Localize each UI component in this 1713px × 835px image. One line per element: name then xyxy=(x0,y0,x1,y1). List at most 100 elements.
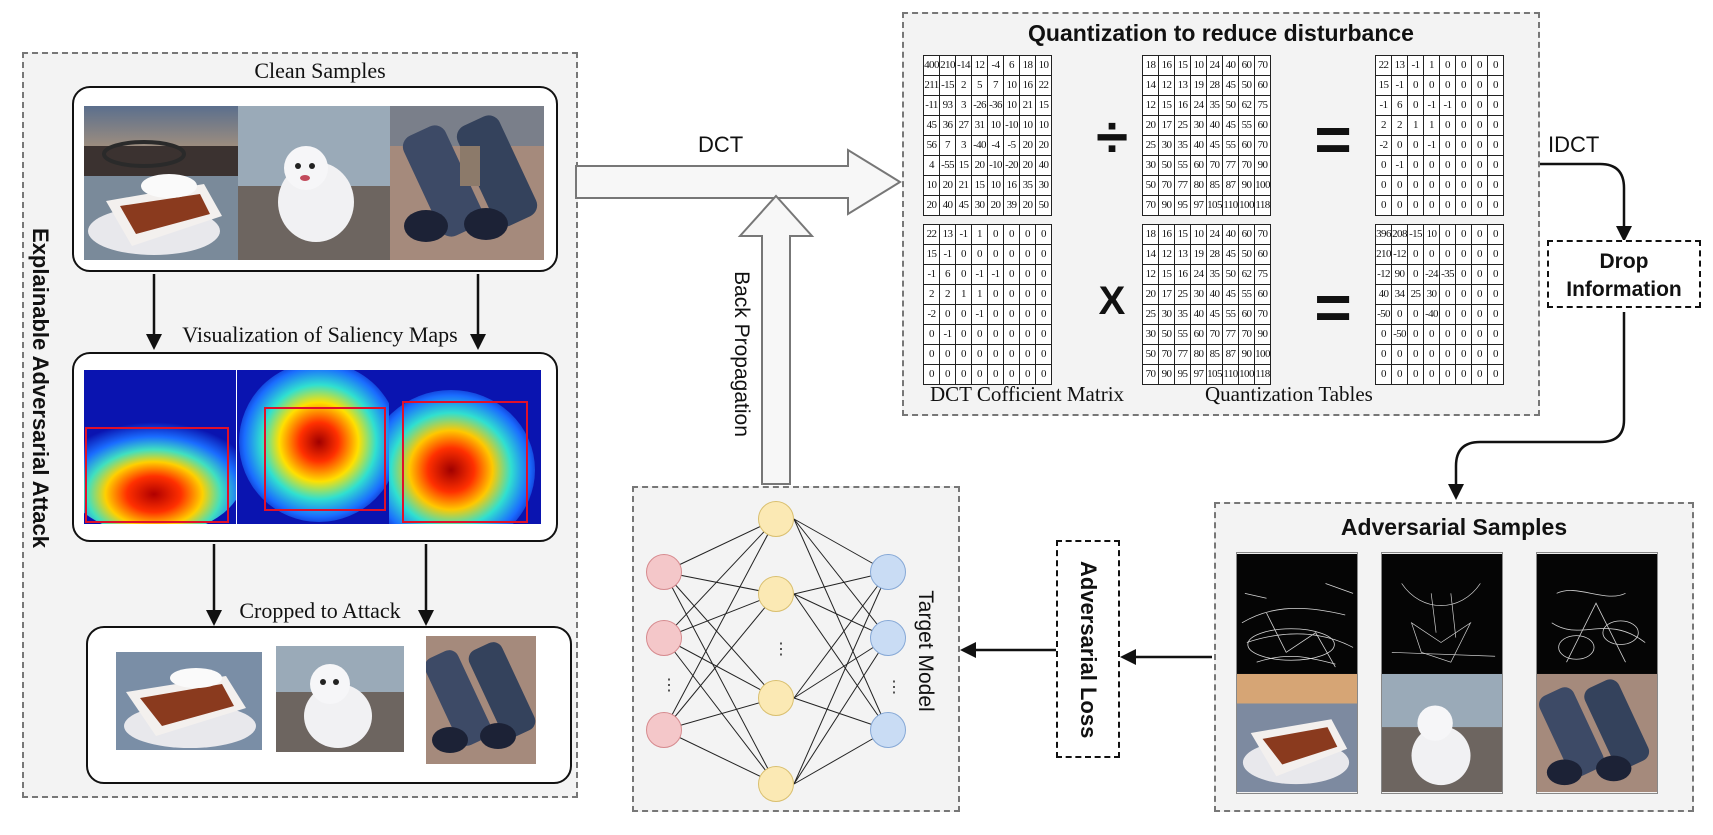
matrix-row: -50 0 0 -40 0 0 0 0 xyxy=(1375,304,1504,325)
input-node-2 xyxy=(646,620,682,656)
matrix-cell: 90 xyxy=(1158,195,1175,216)
idct-label: IDCT xyxy=(1548,132,1600,157)
svg-text:⋮: ⋮ xyxy=(661,677,677,694)
hidden-node-1 xyxy=(758,501,794,537)
drop-information-box: Drop Information xyxy=(1547,240,1701,308)
matrix-cell: -24 xyxy=(1423,264,1440,285)
cropped-image-dog xyxy=(276,646,404,752)
svg-text:⋮: ⋮ xyxy=(886,679,902,696)
matrix-row: 10 20 21 15 10 16 35 30 xyxy=(923,175,1052,196)
matrix-row: -12 90 0 -24 -35 0 0 0 xyxy=(1375,264,1504,285)
matrix-row: 70 90 95 97 105 110 100 118 xyxy=(1142,195,1271,216)
matrix-cell: 0 xyxy=(1487,364,1504,385)
hidden-node-3 xyxy=(758,680,794,716)
matrix-cell: 100 xyxy=(1238,195,1255,216)
multiply-symbol: X xyxy=(1098,279,1126,323)
quantization-table-bottom: 18 16 15 10 24 40 60 70 14 12 13 19 28 45 50 60 12 15 16 24… xyxy=(1142,224,1271,385)
hidden-node-4 xyxy=(758,766,794,802)
matrix-cell: 70 xyxy=(1142,195,1159,216)
matrix-row: 30 50 55 60 70 77 70 90 xyxy=(1142,155,1271,176)
dct-coefficient-matrix: 400 210 -14 12 -4 6 18 10 211 -15 2 5 7 10 16 22 -11 93 3-… xyxy=(923,55,1052,216)
matrix-cell: 105 xyxy=(1206,195,1223,216)
matrix-row: 4 -55 15 20 -10 -20 20 40 xyxy=(923,155,1052,176)
matrix-cell: 0 xyxy=(1035,364,1052,385)
quantization-table-top: 18 16 15 10 24 40 60 70 14 12 13 19 28 45 50 60 12 15 16 24… xyxy=(1142,55,1271,216)
matrix-cell: 105 xyxy=(1206,364,1223,385)
input-node-1 xyxy=(646,554,682,590)
matrix-row: 20 17 25 30 40 45 55 60 xyxy=(1142,284,1271,305)
matrix-row: 210 -12 0 0 0 0 0 0 xyxy=(1375,244,1504,265)
clean-image-binoculars xyxy=(390,106,544,260)
matrix-cell: 0 xyxy=(1487,284,1504,305)
matrix-cell: 15 xyxy=(1035,95,1052,116)
adversarial-image-dog xyxy=(1381,552,1503,794)
matrix-row: 50 70 77 80 85 87 90 100 xyxy=(1142,175,1271,196)
adversarial-loss-box xyxy=(1056,540,1120,758)
output-node-2 xyxy=(870,620,906,656)
matrix-row: 18 16 15 10 24 40 60 70 xyxy=(1142,224,1271,245)
dct-matrix-caption: DCT Cofficient Matrix xyxy=(930,382,1125,406)
cropped-image-cake xyxy=(116,652,262,750)
input-node-3 xyxy=(646,712,682,748)
matrix-row: -2 0 0 -1 0 0 0 0 xyxy=(923,304,1052,325)
matrix-cell: 0 xyxy=(1035,344,1052,365)
matrix-row: 22 13 -1 1 0 0 0 0 xyxy=(1375,55,1504,76)
svg-text:⋮: ⋮ xyxy=(773,641,789,658)
divide-symbol: ÷ xyxy=(1096,105,1128,170)
matrix-cell: -10 xyxy=(1003,115,1020,136)
matrix-cell: -55 xyxy=(939,155,956,176)
drop-information-label: Drop Information xyxy=(1566,250,1682,301)
matrix-cell: -11 xyxy=(923,95,940,116)
matrix-cell: 0 xyxy=(1487,155,1504,176)
matrix-row: 20 17 25 30 40 45 55 60 xyxy=(1142,115,1271,136)
matrix-cell: 0 xyxy=(1439,195,1456,216)
matrix-cell: 0 xyxy=(939,364,956,385)
matrix-cell: 50 xyxy=(1035,195,1052,216)
adversarial-image-cake xyxy=(1236,552,1358,794)
target-model-panel xyxy=(632,486,960,812)
back-propagation-label: Back Propagation xyxy=(730,271,753,437)
matrix-row: 0 -50 0 0 0 0 0 0 xyxy=(1375,324,1504,345)
matrix-cell: 0 xyxy=(1407,195,1424,216)
matrix-row: 45 36 27 31 10 -10 10 10 xyxy=(923,115,1052,136)
dct-label: DCT xyxy=(698,132,744,157)
adversarial-image-binoculars xyxy=(1536,552,1658,794)
matrix-cell: 118 xyxy=(1254,364,1271,385)
matrix-cell: -26 xyxy=(971,95,988,116)
matrix-row: 18 16 15 10 24 40 60 70 xyxy=(1142,55,1271,76)
matrix-row: 0 -1 0 0 0 0 0 0 xyxy=(1375,155,1504,176)
matrix-row: 15 -1 0 0 0 0 0 0 xyxy=(923,244,1052,265)
cropped-title: Cropped to Attack xyxy=(239,598,401,623)
matrix-row: 14 12 13 19 28 45 50 60 xyxy=(1142,75,1271,96)
saliency-map-cake xyxy=(84,370,236,524)
saliency-map-binoculars xyxy=(389,370,541,524)
clean-samples-title: Clean Samples xyxy=(254,58,386,83)
matrix-row: 40 34 25 30 0 0 0 0 xyxy=(1375,284,1504,305)
output-node-1 xyxy=(870,554,906,590)
equals-symbol-top: = xyxy=(1314,103,1352,175)
matrix-cell: -40 xyxy=(971,135,988,156)
matrix-row: 12 15 16 24 35 50 62 75 xyxy=(1142,264,1271,285)
quantized-matrix-bottom: 22 13 -1 1 0 0 0 0 15 -1 0 0 0 0 0 0 -1 6 0 -1 -1 0 0 0 2 2 1 1 0 0 0 0… xyxy=(923,224,1052,385)
matrix-cell: 0 xyxy=(1487,244,1504,265)
adversarial-loss-label: Adversarial Loss xyxy=(1076,561,1101,739)
output-node-3 xyxy=(870,712,906,748)
matrix-row: 70 90 95 97 105 110 100 118 xyxy=(1142,364,1271,385)
matrix-row: 22 13 -1 1 0 0 0 0 xyxy=(923,224,1052,245)
matrix-row: 25 30 35 40 45 55 60 70 xyxy=(1142,304,1271,325)
dequantized-matrix: 396 208 -15 10 0 0 0 0 210 -12 0 0 0 0 0 0 -12 90 0 -24 -35 0… xyxy=(1375,224,1504,385)
matrix-row: 20 40 45 30 20 39 20 50 xyxy=(923,195,1052,216)
matrix-cell: 100 xyxy=(1238,364,1255,385)
matrix-cell: -50 xyxy=(1375,304,1392,325)
matrix-row: 211 -15 2 5 7 10 16 22 xyxy=(923,75,1052,96)
matrix-row: 15 -1 0 0 0 0 0 0 xyxy=(1375,75,1504,96)
matrix-cell: 110 xyxy=(1222,195,1239,216)
clean-image-dog xyxy=(238,106,390,260)
